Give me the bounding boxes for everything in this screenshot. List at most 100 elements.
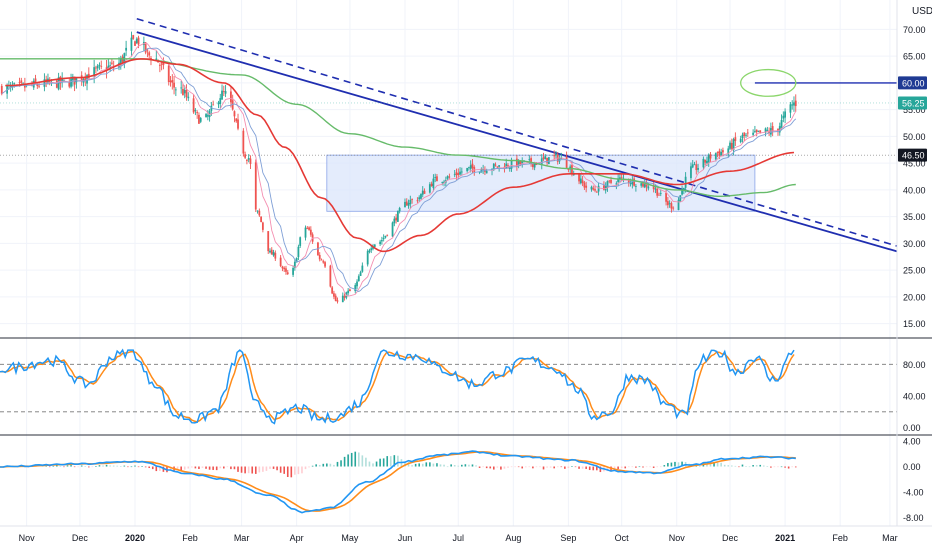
price-candle[interactable]: [347, 288, 350, 296]
macd-histogram-bar[interactable]: [681, 461, 683, 467]
price-candle[interactable]: [446, 175, 449, 181]
macd-histogram-bar[interactable]: [709, 464, 712, 467]
price-candle[interactable]: [739, 135, 742, 144]
price-candle[interactable]: [254, 159, 257, 213]
price-candle[interactable]: [634, 183, 637, 192]
price-candle[interactable]: [482, 164, 485, 174]
macd-histogram-bar[interactable]: [560, 466, 563, 468]
price-candle[interactable]: [380, 236, 383, 245]
macd-histogram-bar[interactable]: [208, 466, 211, 470]
macd-histogram-bar[interactable]: [475, 465, 477, 467]
macd-histogram-bar[interactable]: [269, 466, 271, 469]
macd-histogram-bar[interactable]: [297, 466, 300, 475]
macd-histogram-bar[interactable]: [169, 466, 172, 471]
price-candle[interactable]: [745, 132, 747, 138]
price-candle[interactable]: [343, 293, 346, 301]
macd-histogram-bar[interactable]: [489, 466, 492, 469]
macd-histogram-bar[interactable]: [102, 465, 104, 467]
price-candle[interactable]: [221, 84, 223, 100]
macd-histogram-bar[interactable]: [308, 466, 310, 468]
price-candle[interactable]: [100, 60, 103, 70]
price-candle[interactable]: [162, 57, 165, 70]
macd-histogram-bar[interactable]: [638, 466, 641, 468]
price-candle[interactable]: [441, 181, 444, 186]
macd-histogram-bar[interactable]: [56, 465, 58, 467]
price-candle[interactable]: [640, 183, 643, 188]
price-candle[interactable]: [322, 259, 325, 264]
price-candle[interactable]: [306, 226, 309, 230]
macd-histogram-bar[interactable]: [613, 466, 616, 469]
price-candle[interactable]: [709, 151, 712, 163]
macd-histogram-bar[interactable]: [237, 466, 239, 472]
currency-label[interactable]: USD: [912, 6, 932, 17]
price-candle[interactable]: [789, 101, 792, 118]
macd-histogram-bar[interactable]: [347, 454, 349, 467]
macd-histogram-bar[interactable]: [539, 466, 541, 468]
price-candle[interactable]: [359, 270, 362, 277]
macd-histogram-bar[interactable]: [794, 466, 797, 468]
macd-histogram-bar[interactable]: [279, 466, 282, 473]
macd-histogram-bar[interactable]: [336, 461, 339, 467]
price-candle[interactable]: [741, 132, 744, 143]
stochastic-pane[interactable]: [0, 348, 897, 425]
macd-histogram-bar[interactable]: [379, 458, 381, 467]
macd-histogram-bar[interactable]: [254, 466, 257, 474]
price-candle[interactable]: [727, 145, 730, 157]
macd-histogram-bar[interactable]: [368, 461, 371, 467]
price-candle[interactable]: [460, 167, 463, 176]
macd-histogram-bar[interactable]: [176, 466, 179, 471]
macd-histogram-bar[interactable]: [137, 466, 140, 468]
price-candle[interactable]: [361, 262, 364, 273]
macd-histogram-bar[interactable]: [105, 464, 108, 467]
macd-histogram-bar[interactable]: [503, 466, 506, 469]
price-candle[interactable]: [778, 122, 781, 136]
price-candle[interactable]: [428, 182, 431, 194]
macd-histogram-bar[interactable]: [421, 463, 424, 467]
price-candle[interactable]: [656, 188, 659, 198]
price-candle[interactable]: [217, 100, 220, 109]
price-candle[interactable]: [256, 210, 259, 214]
price-candle[interactable]: [285, 265, 287, 275]
price-candle[interactable]: [242, 128, 245, 157]
macd-histogram-bar[interactable]: [155, 466, 158, 472]
macd-histogram-bar[interactable]: [109, 465, 111, 467]
price-candle[interactable]: [196, 110, 199, 119]
stoch-k-line[interactable]: [0, 348, 795, 425]
price-candle[interactable]: [579, 174, 582, 185]
price-candle[interactable]: [379, 239, 382, 246]
price-candle[interactable]: [354, 283, 357, 294]
price-candle[interactable]: [247, 154, 250, 163]
macd-histogram-bar[interactable]: [720, 462, 722, 467]
price-candle[interactable]: [466, 167, 469, 173]
macd-histogram-bar[interactable]: [194, 466, 197, 469]
price-candle[interactable]: [658, 192, 660, 196]
price-candle[interactable]: [286, 270, 289, 276]
macd-pane[interactable]: [0, 450, 797, 514]
macd-histogram-bar[interactable]: [770, 466, 772, 468]
macd-histogram-bar[interactable]: [77, 466, 79, 468]
price-candle[interactable]: [84, 72, 87, 87]
price-candle[interactable]: [515, 155, 518, 171]
macd-histogram-bar[interactable]: [443, 464, 445, 467]
price-candle[interactable]: [521, 157, 524, 168]
price-candle[interactable]: [430, 181, 433, 187]
macd-histogram-bar[interactable]: [159, 466, 161, 472]
price-candle[interactable]: [697, 163, 699, 173]
macd-histogram-bar[interactable]: [748, 466, 751, 468]
macd-histogram-bar[interactable]: [223, 466, 225, 469]
price-candle[interactable]: [333, 290, 335, 300]
macd-histogram-bar[interactable]: [464, 464, 467, 467]
price-candle[interactable]: [746, 128, 749, 137]
price-candle[interactable]: [436, 174, 438, 182]
price-candle[interactable]: [583, 180, 586, 190]
price-candle[interactable]: [395, 213, 398, 224]
price-candle[interactable]: [619, 174, 621, 183]
macd-histogram-bar[interactable]: [627, 466, 630, 468]
macd-histogram-bar[interactable]: [574, 466, 577, 468]
macd-histogram-bar[interactable]: [592, 466, 595, 471]
macd-histogram-bar[interactable]: [706, 464, 708, 467]
price-candle[interactable]: [592, 185, 595, 191]
price-candle[interactable]: [729, 140, 731, 150]
macd-histogram-bar[interactable]: [755, 465, 758, 467]
macd-histogram-bar[interactable]: [446, 466, 449, 468]
